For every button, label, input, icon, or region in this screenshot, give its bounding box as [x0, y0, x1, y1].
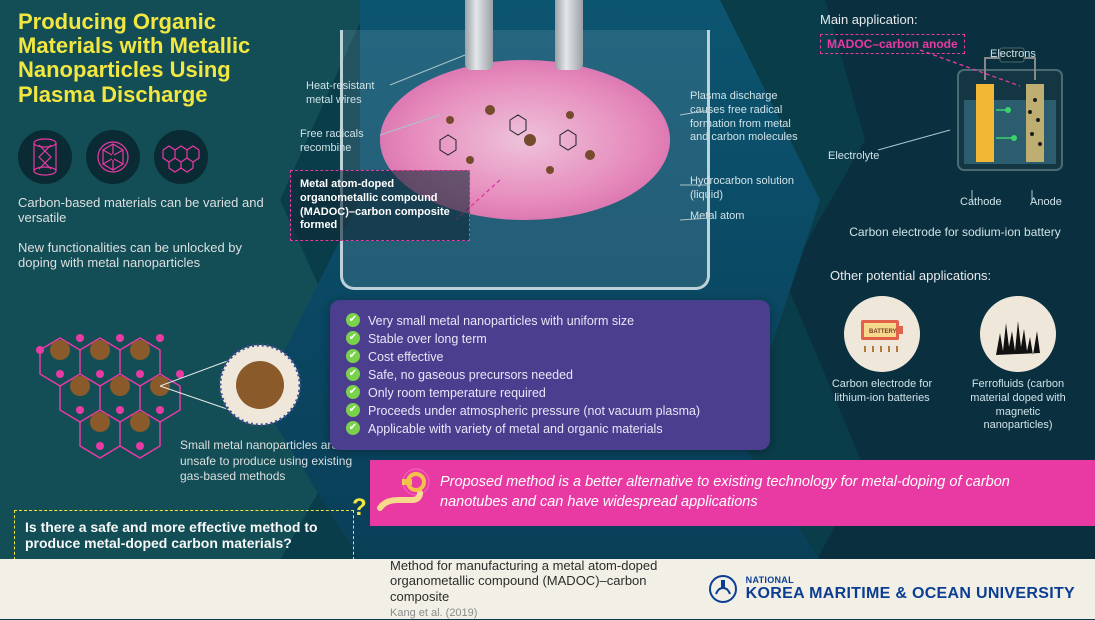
footer-method: Method for manufacturing a metal atom-do… [390, 558, 684, 620]
nanotube-icon [18, 130, 72, 184]
benefit-item: Very small metal nanoparticles with unif… [346, 312, 754, 330]
graphene-icon [154, 130, 208, 184]
hand-key-icon [370, 460, 440, 526]
university-logo-icon [708, 574, 738, 604]
main-application-title: Main application: [820, 12, 918, 27]
benefit-item: Proceeds under atmospheric pressure (not… [346, 402, 754, 420]
label-heat-wires: Heat-resistant metal wires [306, 80, 396, 108]
question-mark-icon: ? [352, 494, 367, 522]
benefit-item: Only room temperature required [346, 384, 754, 402]
subtitle-2: New functionalities can be unlocked by d… [18, 240, 258, 270]
benefit-item: Cost effective [346, 348, 754, 366]
app-caption: Carbon electrode for lithium-ion batteri… [827, 378, 937, 406]
label-cathode: Cathode [960, 196, 1002, 208]
footer-reference: Kang et al. (2019) [390, 607, 477, 619]
university-name: KOREA MARITIME & OCEAN UNIVERSITY [746, 585, 1075, 602]
battery-icon: BATTERY [844, 296, 920, 372]
label-electrons: Electrons [990, 48, 1036, 60]
ferrofluid-icon [980, 296, 1056, 372]
app-ferrofluids: Ferrofluids (carbon material doped with … [963, 296, 1073, 433]
madoc-callout: Metal atom-doped organometallic compound… [290, 170, 470, 241]
battery-diagram [940, 40, 1080, 180]
proposal-banner: Proposed method is a better alternative … [370, 460, 1095, 526]
main-title: Producing Organic Materials with Metalli… [18, 10, 268, 107]
university-credit: NATIONAL KOREA MARITIME & OCEAN UNIVERSI… [708, 574, 1075, 604]
label-plasma-discharge: Plasma discharge causes free radical for… [690, 90, 810, 145]
benefit-item: Stable over long term [346, 330, 754, 348]
footer-bar: Method for manufacturing a metal atom-do… [0, 559, 1095, 619]
other-apps-title: Other potential applications: [830, 268, 991, 283]
carbon-icon-row [18, 130, 208, 184]
benefit-item: Applicable with variety of metal and org… [346, 420, 754, 438]
label-free-radicals: Free radicals recombine [300, 128, 380, 156]
battery-caption: Carbon electrode for sodium-ion battery [830, 225, 1080, 239]
svg-text:BATTERY: BATTERY [869, 329, 897, 335]
fullerene-icon [86, 130, 140, 184]
proposal-text: Proposed method is a better alternative … [440, 473, 1095, 512]
question-box: Is there a safe and more effective metho… [14, 510, 354, 560]
electrode-wire-right [555, 0, 583, 70]
subtitle-1: Carbon-based materials can be varied and… [18, 195, 268, 225]
app-caption: Ferrofluids (carbon material doped with … [963, 378, 1073, 433]
label-anode: Anode [1030, 196, 1062, 208]
electrode-wire-left [465, 0, 493, 70]
label-hydrocarbon: Hydrocarbon solution (liquid) [690, 175, 800, 203]
label-metal-atom: Metal atom [690, 210, 790, 224]
other-apps-row: BATTERY Carbon electrode for lithium-ion… [820, 296, 1080, 433]
university-small: NATIONAL [746, 575, 1075, 585]
label-electrolyte: Electrolyte [828, 150, 879, 162]
app-lithium-electrode: BATTERY Carbon electrode for lithium-ion… [827, 296, 937, 433]
footer-method-text: Method for manufacturing a metal atom-do… [390, 558, 657, 604]
benefits-card: Very small metal nanoparticles with unif… [330, 300, 770, 450]
benefit-item: Safe, no gaseous precursors needed [346, 366, 754, 384]
